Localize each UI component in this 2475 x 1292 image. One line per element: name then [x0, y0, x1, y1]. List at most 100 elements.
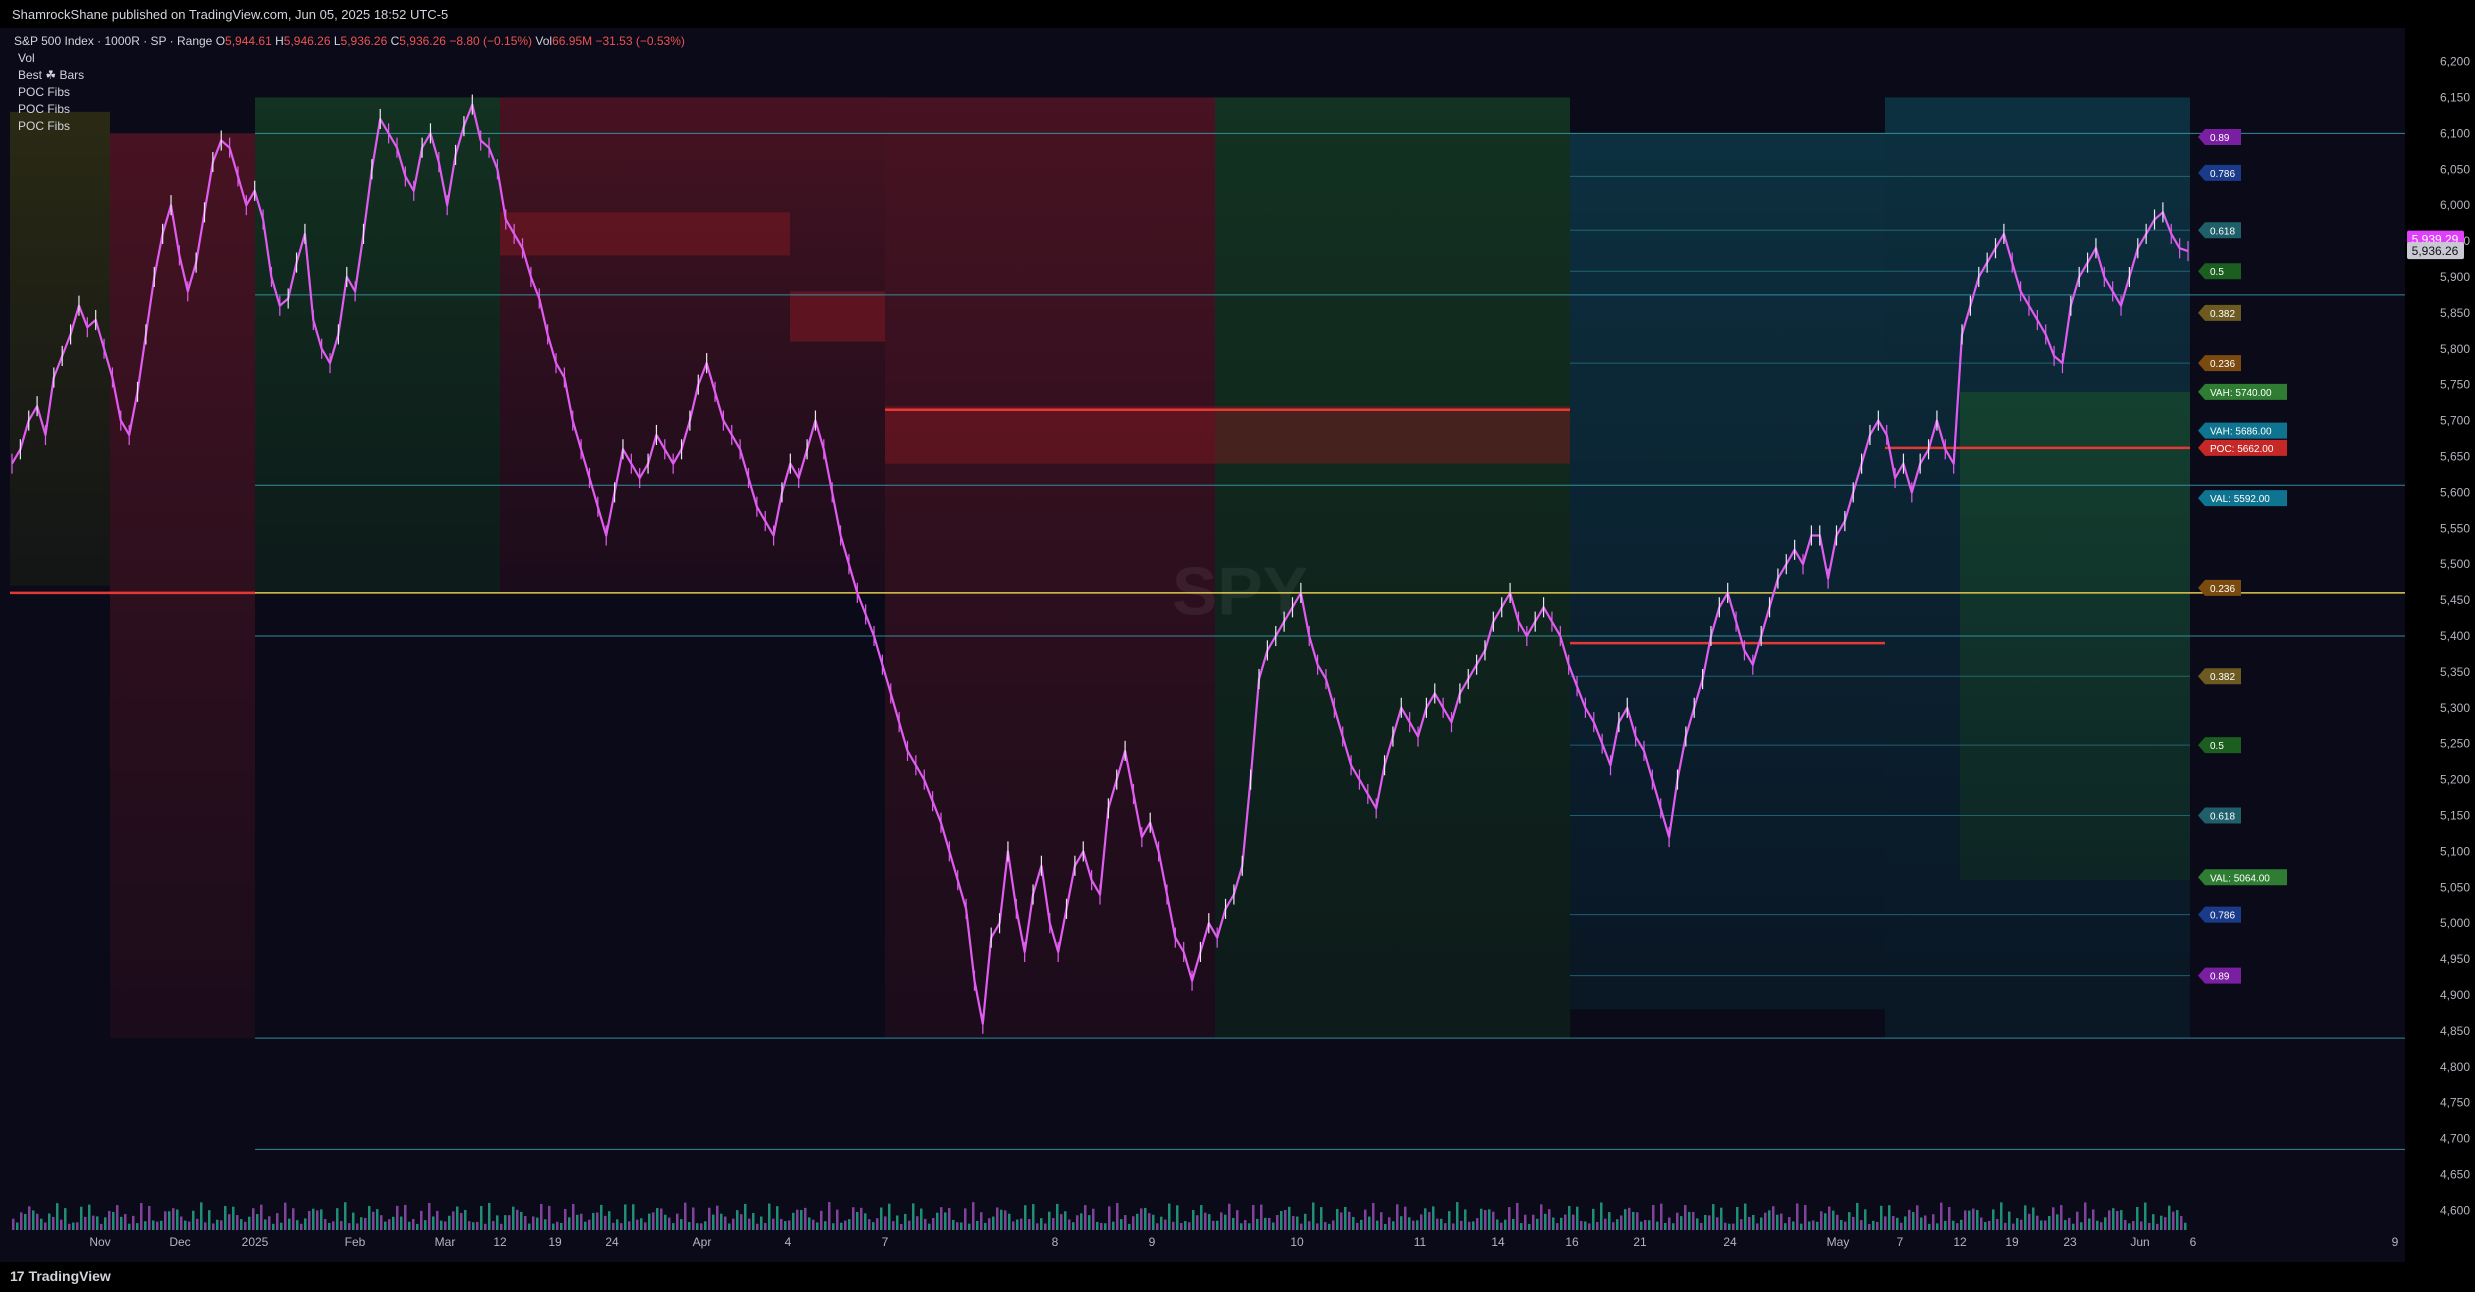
volume-bar [2020, 1219, 2023, 1230]
volume-bar [952, 1219, 955, 1230]
volume-bar [336, 1208, 339, 1230]
volume-bar [780, 1218, 783, 1230]
volume-bar [240, 1219, 243, 1230]
x-tick-label: 24 [1723, 1235, 1737, 1249]
volume-bar [572, 1203, 575, 1230]
volume-bar [2132, 1221, 2135, 1230]
volume-bar [792, 1212, 795, 1230]
volume-bar [576, 1214, 579, 1230]
volume-bar [1192, 1210, 1195, 1230]
tradingview-brand: TradingView [28, 1268, 111, 1284]
volume-bar [1596, 1221, 1599, 1230]
volume-bar [488, 1202, 491, 1230]
volume-bar [516, 1209, 519, 1230]
volume-bar [868, 1219, 871, 1230]
volume-bar [1356, 1222, 1359, 1230]
volume-bar [1248, 1223, 1251, 1230]
volume-bar [624, 1204, 627, 1230]
volume-bar [536, 1217, 539, 1230]
volume-bar [1216, 1220, 1219, 1230]
volume-bar [808, 1217, 811, 1230]
indicator-poc-fibs-1[interactable]: POC Fibs [18, 85, 71, 99]
volume-bar [1716, 1217, 1719, 1230]
volume-bar [1124, 1215, 1127, 1230]
y-tick-label: 5,300 [2440, 701, 2470, 715]
volume-bar [2136, 1206, 2139, 1230]
volume-bar [1320, 1207, 1323, 1230]
volume-bar [2168, 1205, 2171, 1230]
volume-bar [1976, 1210, 1979, 1230]
volume-bar [1136, 1213, 1139, 1230]
volume-bar [1576, 1206, 1579, 1230]
profile-zone-4 [885, 97, 1215, 1039]
volume-bar [660, 1208, 663, 1230]
volume-bar [708, 1207, 711, 1230]
volume-bar [608, 1211, 611, 1230]
poc-band-2 [790, 291, 885, 342]
indicator-vol[interactable]: Vol [18, 51, 35, 65]
volume-bar [1824, 1213, 1827, 1230]
volume-bar [1420, 1214, 1423, 1230]
volume-bar [160, 1220, 163, 1230]
volume-bar [892, 1221, 895, 1230]
volume-bar [136, 1223, 139, 1230]
volume-bar [284, 1202, 287, 1230]
tradingview-logo[interactable]: 17 TradingView [10, 1268, 111, 1284]
volume-bar [1932, 1214, 1935, 1230]
x-tick-label: 11 [1414, 1235, 1427, 1249]
y-tick-label: 4,850 [2440, 1024, 2470, 1038]
fib-label-text: 0.5 [2210, 741, 2224, 752]
volume-bar [1268, 1217, 1271, 1230]
y-tick-label: 4,700 [2440, 1132, 2470, 1146]
volume-bar [1856, 1202, 1859, 1230]
volume-bar [748, 1218, 751, 1230]
volume-bar [1316, 1223, 1319, 1230]
volume-bar [352, 1212, 355, 1230]
volume-bar [1696, 1218, 1699, 1230]
volume-bar [1812, 1220, 1815, 1230]
volume-bar [60, 1219, 63, 1230]
fib-label-text: 0.618 [2210, 226, 2235, 237]
volume-bar [1668, 1217, 1671, 1230]
volume-bar [76, 1222, 79, 1230]
y-tick-label: 6,000 [2440, 198, 2470, 212]
volume-bar [292, 1208, 295, 1230]
volume-bar [1872, 1220, 1875, 1230]
indicator-poc-fibs-2[interactable]: POC Fibs [18, 102, 71, 116]
indicator-poc-fibs-3[interactable]: POC Fibs [18, 119, 71, 133]
indicator-best-bars[interactable]: Best ☘ Bars [18, 68, 85, 82]
volume-bar [2184, 1222, 2187, 1230]
volume-bar [2064, 1220, 2067, 1230]
volume-bar [288, 1218, 291, 1230]
volume-bar [260, 1204, 263, 1230]
volume-bar [1476, 1218, 1479, 1230]
volume-bar [12, 1218, 15, 1230]
last-price-label: 5,936.26 [2412, 244, 2459, 258]
volume-bar [2100, 1222, 2103, 1230]
volume-bar [24, 1214, 27, 1230]
volume-bar [1764, 1212, 1767, 1230]
volume-bar [928, 1223, 931, 1230]
volume-bar [1592, 1208, 1595, 1230]
volume-bar [104, 1217, 107, 1230]
fib-label-text: 0.382 [2210, 672, 2235, 683]
volume-bar [1512, 1218, 1515, 1230]
volume-bar [1012, 1221, 1015, 1230]
volume-bar [1400, 1216, 1403, 1230]
volume-bar [1996, 1218, 1999, 1230]
volume-bar [212, 1223, 215, 1230]
volume-bar [564, 1208, 567, 1230]
y-tick-label: 6,050 [2440, 162, 2470, 176]
volume-bar [1104, 1223, 1107, 1230]
volume-bar [1644, 1219, 1647, 1230]
volume-bar [68, 1223, 71, 1230]
volume-bar [900, 1223, 903, 1230]
volume-bar [1884, 1216, 1887, 1230]
volume-bar [2148, 1222, 2151, 1230]
volume-bar [1864, 1209, 1867, 1230]
vol-label: Vol [535, 34, 553, 48]
volume-bar [1752, 1214, 1755, 1230]
y-tick-label: 5,650 [2440, 449, 2470, 463]
volume-bar [1060, 1214, 1063, 1230]
